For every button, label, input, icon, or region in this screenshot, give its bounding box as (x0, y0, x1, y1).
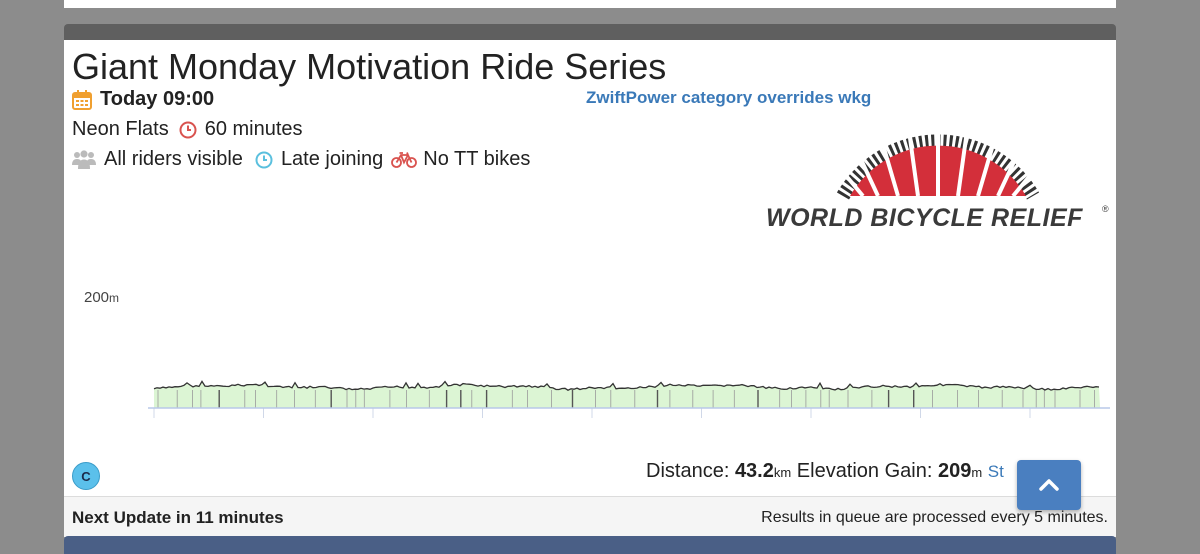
event-start-row: Today 09:00 (72, 88, 214, 111)
next-card-header (64, 536, 1116, 554)
late-join-clock-icon (255, 151, 273, 169)
category-override-note: ZwiftPower category overrides wkg (586, 88, 872, 107)
calendar-icon (72, 89, 92, 110)
bike-rule: No TT bikes (423, 148, 531, 170)
previous-card-edge (64, 0, 1116, 8)
distance-value: 43.2 (734, 460, 774, 482)
visibility-rule: All riders visible (104, 148, 243, 170)
event-card: Giant Monday Motivation Ride Series Toda… (64, 40, 1116, 537)
strava-link[interactable]: St (987, 462, 1004, 481)
card-footer: Next Update in 11 minutes Results in que… (64, 496, 1116, 537)
chevron-up-icon (1039, 479, 1059, 491)
route-name: Neon Flats (72, 118, 169, 140)
elevation-area (154, 381, 1101, 408)
late-join-rule: Late joining (280, 148, 384, 170)
y-axis-label: 200m (84, 289, 119, 306)
route-stats: Distance: 43.2km Elevation Gain: 209m St… (646, 460, 1068, 483)
elevation-label: Elevation Gain: (796, 460, 933, 482)
card-header-bar (64, 24, 1116, 40)
logo-text: WORLD BICYCLE RELIEF (766, 204, 1083, 232)
queue-note: Results in queue are processed every 5 m… (761, 509, 1108, 526)
elevation-value: 209 (937, 460, 972, 482)
event-title: Giant Monday Motivation Ride Series (72, 46, 667, 87)
duration: 60 minutes (204, 118, 303, 140)
elevation-profile: 200m 0.0km5.0km10.0km15.0km20.0km25.0km3… (84, 289, 1110, 418)
users-icon (72, 149, 96, 170)
category-badge: C (72, 462, 100, 490)
rules-row: All riders visible Late joining No TT bi… (72, 148, 530, 171)
elevation-line (153, 380, 1100, 391)
world-bicycle-relief-logo: WORLD BICYCLE RELIEF ® (766, 98, 1111, 237)
clock-icon (179, 121, 197, 139)
next-update-text: Next Update in 11 minutes (72, 508, 284, 527)
logo-trademark: ® (1102, 204, 1109, 214)
distance-unit: km (773, 465, 792, 480)
scroll-to-top-button[interactable] (1017, 460, 1081, 510)
route-row: Neon Flats 60 minutes (72, 118, 303, 141)
elevation-unit: m (971, 465, 983, 480)
distance-label: Distance: (646, 460, 730, 482)
x-axis-ticks (153, 408, 1031, 418)
event-start-time: Today 09:00 (100, 88, 215, 110)
segment-markers (157, 390, 1095, 408)
bicycle-icon (391, 151, 418, 169)
